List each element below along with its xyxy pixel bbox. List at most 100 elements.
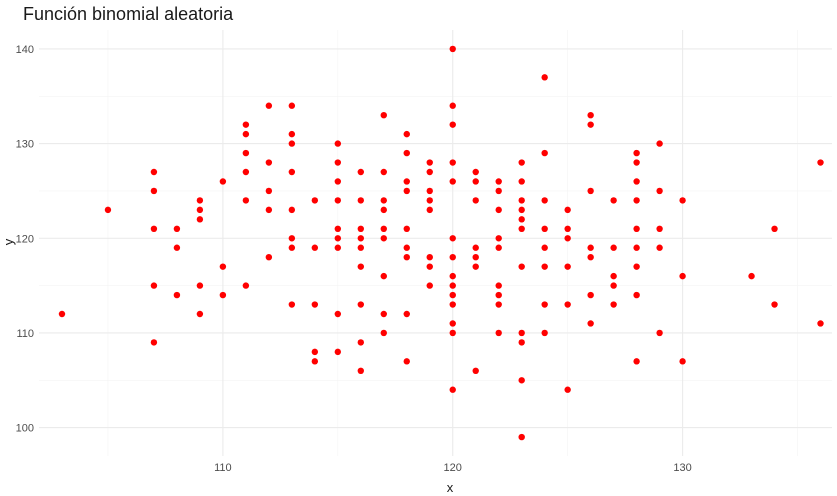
data-point: [380, 112, 387, 119]
data-point: [564, 386, 571, 393]
y-tick-label: 110: [16, 328, 34, 340]
data-point: [242, 149, 250, 157]
data-point: [173, 291, 181, 299]
data-point: [334, 178, 342, 185]
data-point: [219, 263, 227, 270]
data-point: [472, 197, 479, 204]
data-point: [357, 339, 364, 346]
data-point: [449, 45, 456, 53]
data-point: [311, 197, 319, 204]
data-point: [771, 301, 778, 308]
data-point: [357, 301, 364, 308]
data-point: [472, 263, 479, 270]
data-point: [518, 178, 525, 185]
data-point: [357, 197, 364, 204]
data-point: [633, 225, 640, 232]
data-point: [380, 329, 387, 337]
data-point: [656, 329, 663, 337]
data-point: [633, 149, 640, 157]
data-point: [173, 244, 181, 251]
data-point: [587, 291, 594, 299]
y-axis-ticks: 100 110 120 130 140: [16, 44, 34, 435]
data-point: [196, 282, 204, 289]
data-point: [610, 301, 617, 308]
data-point: [288, 140, 296, 147]
data-point: [426, 159, 433, 166]
y-tick-label: 140: [16, 44, 34, 56]
data-point: [403, 254, 410, 261]
data-point: [541, 329, 548, 337]
data-point: [334, 197, 342, 204]
data-point: [150, 282, 158, 289]
data-point: [265, 102, 273, 109]
data-point: [610, 272, 617, 280]
data-point: [541, 301, 548, 308]
data-point: [633, 159, 640, 166]
data-point: [541, 149, 548, 157]
data-point: [495, 206, 502, 214]
data-point: [518, 159, 525, 166]
data-point: [449, 121, 456, 128]
data-point: [633, 197, 640, 204]
data-point: [771, 225, 778, 232]
data-point: [288, 168, 296, 176]
data-point: [242, 121, 250, 128]
data-point: [311, 244, 319, 251]
y-axis-title: y: [1, 238, 16, 245]
data-point: [104, 206, 112, 214]
data-point: [265, 254, 273, 261]
data-point: [357, 263, 364, 270]
data-point: [196, 310, 204, 318]
data-point: [380, 206, 387, 214]
data-point: [403, 225, 410, 232]
data-point: [495, 178, 502, 185]
data-point: [242, 130, 250, 138]
data-point: [541, 263, 548, 270]
data-point: [564, 235, 571, 242]
data-point: [426, 187, 433, 195]
data-point: [150, 168, 158, 176]
data-point: [242, 282, 250, 289]
data-point: [449, 159, 456, 166]
grid-lines: [39, 30, 832, 456]
data-point: [426, 282, 433, 289]
data-point: [311, 358, 319, 365]
data-point: [541, 197, 548, 204]
data-point: [357, 225, 364, 232]
data-point: [311, 301, 319, 308]
data-point: [380, 225, 387, 232]
data-point: [564, 263, 571, 270]
data-point: [196, 216, 204, 223]
data-point: [288, 102, 296, 109]
data-point: [380, 235, 387, 242]
data-point: [587, 244, 594, 251]
data-point: [610, 282, 617, 289]
data-point: [288, 130, 296, 138]
data-point: [380, 310, 387, 318]
data-point: [518, 206, 525, 214]
data-point: [334, 140, 342, 147]
data-point: [357, 367, 364, 374]
data-point: [449, 272, 456, 280]
data-point: [357, 235, 364, 242]
data-points: [58, 45, 824, 441]
data-point: [679, 197, 686, 204]
data-point: [472, 168, 479, 176]
data-point: [449, 329, 456, 337]
data-point: [518, 377, 525, 384]
data-point: [587, 187, 594, 195]
data-point: [748, 272, 755, 280]
data-point: [541, 74, 548, 81]
data-point: [219, 178, 227, 185]
y-tick-label: 120: [16, 233, 34, 245]
data-point: [150, 339, 158, 346]
x-tick-label: 130: [673, 462, 691, 474]
data-point: [633, 358, 640, 365]
data-point: [541, 225, 548, 232]
data-point: [495, 244, 502, 251]
data-point: [495, 291, 502, 299]
data-point: [656, 187, 663, 195]
data-point: [288, 301, 296, 308]
x-axis-ticks: 110 120 130: [214, 462, 692, 474]
data-point: [334, 310, 342, 318]
